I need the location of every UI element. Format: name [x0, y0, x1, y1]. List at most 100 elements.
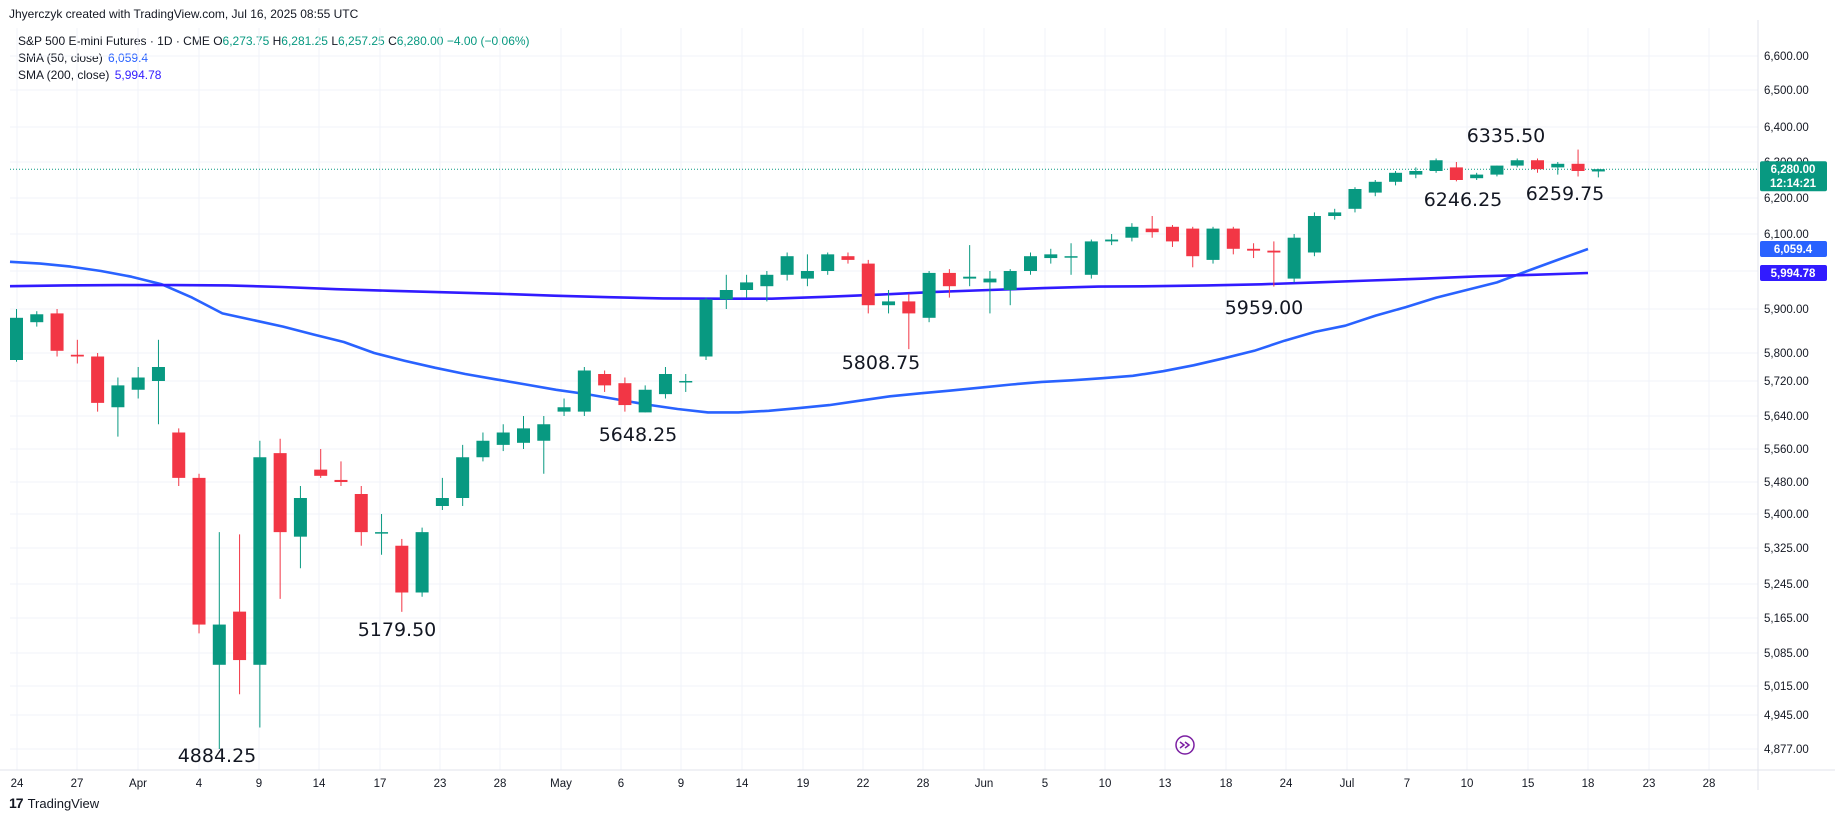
chart-legend: S&P 500 E-mini Futures · 1D · CME O6,273… — [18, 33, 530, 84]
last-price-badge: 6,280.00 12:14:21 — [1760, 161, 1827, 192]
price-tick-label: 4,945.00 — [1764, 710, 1809, 722]
candle-body-up — [1510, 160, 1524, 166]
candle-body-up — [537, 424, 551, 441]
candle — [273, 438, 287, 599]
candle — [1449, 162, 1463, 182]
time-tick-label: 13 — [1159, 778, 1172, 790]
price-tick-label: 6,100.00 — [1764, 229, 1809, 241]
candle — [1186, 226, 1200, 268]
time-tick-label: 27 — [71, 778, 84, 790]
price-axis[interactable]: 4,877.00 4,945.00 5,015.00 5,085.00 5,165.00… — [0, 20, 1835, 790]
candle — [1226, 226, 1240, 255]
sma200-badge-text: 5,994.78 — [1771, 268, 1816, 280]
grid-lines — [10, 28, 1758, 770]
candle-body-up — [679, 381, 693, 383]
price-annotation: 4884.25 — [178, 745, 257, 767]
time-tick-label: 14 — [313, 778, 326, 790]
sma50-label: SMA (50, close) — [18, 51, 103, 65]
candle-body-up — [1105, 239, 1119, 242]
candle — [293, 486, 307, 569]
candle — [821, 252, 835, 275]
candle-body-up — [1470, 174, 1484, 179]
time-tick-label: 24 — [11, 778, 24, 790]
candle — [131, 367, 145, 399]
price-tick-label: 5,480.00 — [1764, 477, 1809, 489]
candle — [1247, 243, 1261, 259]
sma50-badge: 6,059.4 — [1760, 241, 1827, 258]
change-value: −4.00 (−0.06%) — [446, 34, 530, 48]
price-tick-label: 5,165.00 — [1764, 613, 1809, 625]
candle-body-up — [922, 272, 936, 318]
time-tick-label: 9 — [678, 778, 684, 790]
candle-body-up — [496, 432, 510, 445]
candle-body-up — [375, 532, 389, 534]
price-annotation: 5959.00 — [1225, 297, 1304, 319]
candle — [983, 271, 997, 314]
candle-body-up — [983, 278, 997, 283]
symbol-label: S&P 500 E-mini Futures · 1D · CME — [18, 34, 210, 48]
candle-body-up — [577, 370, 591, 412]
time-tick-label: 23 — [434, 778, 447, 790]
candle — [456, 444, 470, 506]
candle — [151, 339, 165, 425]
time-axis[interactable]: 24 27 Apr 4 9 14 17 23 28 May 6 9 14 19 22 28 Jun 5 10 13 18… — [11, 778, 1716, 790]
candle-body-up — [476, 440, 490, 458]
candle-body-down — [902, 301, 916, 314]
sma200-label: SMA (200, close) — [18, 68, 110, 82]
candle — [1490, 165, 1504, 177]
candle-body-down — [91, 356, 105, 403]
candle — [1551, 162, 1565, 175]
candle — [679, 374, 693, 392]
candle-body-down — [942, 272, 956, 287]
author-line: Jhyerczyk created with TradingView.com, … — [9, 7, 359, 21]
candle — [314, 449, 328, 478]
candles — [10, 149, 1605, 749]
candle — [1510, 158, 1524, 168]
legend-symbol-row[interactable]: S&P 500 E-mini Futures · 1D · CME O6,273… — [18, 34, 530, 48]
candle-body-down — [172, 432, 186, 478]
candle-body-down — [598, 374, 612, 386]
time-tick-label: 18 — [1582, 778, 1595, 790]
goto-realtime-icon[interactable] — [1175, 735, 1195, 755]
time-tick-label: 9 — [256, 778, 262, 790]
price-tick-label: 5,325.00 — [1764, 543, 1809, 555]
candle-body-up — [30, 314, 44, 323]
time-tick-label: 10 — [1461, 778, 1474, 790]
candle-body-down — [334, 479, 348, 482]
candle-body-up — [131, 377, 145, 390]
sma50-badge-text: 6,059.4 — [1774, 244, 1813, 256]
candle-body-down — [233, 611, 247, 661]
price-tick-label: 5,400.00 — [1764, 509, 1809, 521]
candle — [334, 461, 348, 486]
candle — [719, 274, 733, 309]
time-tick-label: 22 — [857, 778, 870, 790]
time-tick-label: 17 — [374, 778, 387, 790]
candle-body-down — [273, 453, 287, 533]
candle — [1531, 158, 1544, 173]
candle — [415, 527, 429, 597]
candle-body-down — [50, 313, 64, 351]
tradingview-logo-icon: 17 — [9, 795, 24, 811]
time-tick-label: 19 — [797, 778, 810, 790]
footer-brand[interactable]: 17 TradingView — [9, 795, 99, 811]
sma-lines — [9, 247, 1589, 414]
candle — [70, 339, 84, 364]
candle — [658, 367, 672, 399]
high-value: 6,281.25 — [281, 34, 328, 48]
candle — [1024, 252, 1037, 275]
candle-body-up — [1368, 181, 1382, 193]
candle-body-down — [314, 469, 328, 476]
candle-body-up — [1024, 256, 1037, 271]
candle-body-up — [699, 299, 713, 357]
price-annotation: 6246.25 — [1424, 189, 1503, 211]
candle — [800, 254, 814, 287]
time-tick-label: 7 — [1404, 778, 1410, 790]
price-annotation: 6259.75 — [1526, 183, 1605, 205]
candle — [1145, 216, 1159, 238]
candle-body-up — [1591, 169, 1605, 172]
candle — [517, 416, 530, 449]
time-tick-label: 28 — [494, 778, 507, 790]
candle-body-up — [1064, 256, 1078, 258]
candle — [354, 486, 368, 546]
